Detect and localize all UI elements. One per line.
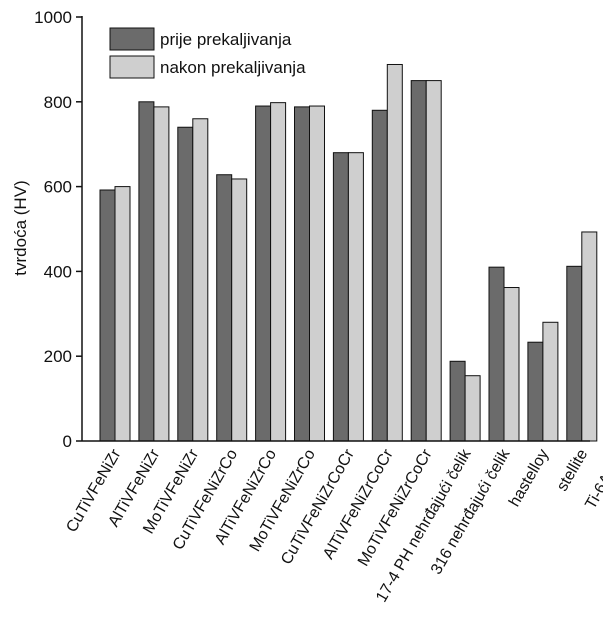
legend: prije prekaljivanja nakon prekaljivanja — [109, 27, 306, 79]
y-ticks-group: 0 200 400 600 800 1000 — [34, 8, 82, 451]
bar-after-2 — [192, 118, 209, 442]
y-tick-label: 0 — [63, 432, 72, 451]
bars-group — [99, 63, 598, 442]
bar-after-6 — [347, 152, 364, 442]
bar-after-12 — [581, 231, 598, 442]
bar-before-11 — [527, 341, 544, 442]
legend-swatch — [109, 55, 155, 79]
x-tick-label: hastelloy — [506, 447, 552, 510]
bar-after-4 — [270, 102, 287, 442]
y-tick-label: 1000 — [34, 8, 72, 27]
y-tick-label: 400 — [44, 262, 72, 281]
legend-label: prije prekaljivanja — [160, 30, 292, 49]
bar-after-9 — [464, 375, 481, 442]
bar-before-0 — [99, 189, 116, 442]
x-tick-labels-group: CuTiVFeNiZrAlTiVFeNiZrMoTiVFeNiZrCuTiVFe… — [63, 446, 603, 606]
bar-before-9 — [449, 360, 466, 442]
bar-after-5 — [309, 105, 325, 442]
bar-before-8 — [410, 80, 427, 442]
legend-swatch — [109, 27, 155, 51]
bar-before-5 — [294, 106, 310, 442]
y-tick-label: 800 — [44, 93, 72, 112]
bar-before-3 — [216, 174, 233, 442]
bar-after-8 — [425, 80, 442, 442]
bar-before-7 — [371, 109, 388, 442]
y-axis-title: tvrdoća (HV) — [11, 180, 30, 275]
legend-label: nakon prekaljivanja — [160, 58, 306, 77]
bar-after-10 — [503, 287, 520, 442]
bar-after-0 — [114, 186, 131, 442]
bar-before-12 — [566, 265, 583, 442]
y-tick-label: 200 — [44, 347, 72, 366]
bar-after-1 — [153, 106, 170, 442]
bar-before-6 — [332, 152, 349, 442]
bar-after-7 — [386, 63, 403, 442]
bar-after-3 — [231, 178, 248, 442]
bar-before-2 — [177, 126, 194, 442]
bar-before-10 — [488, 266, 505, 442]
bar-before-4 — [255, 105, 272, 442]
bar-after-11 — [542, 321, 559, 442]
x-tick-label: stellite — [554, 446, 591, 494]
axes-group — [81, 16, 590, 442]
y-tick-label: 600 — [44, 178, 72, 197]
bar-before-1 — [138, 101, 155, 442]
x-tick-label: AlTiVFeNiZrCoCr — [320, 446, 397, 562]
